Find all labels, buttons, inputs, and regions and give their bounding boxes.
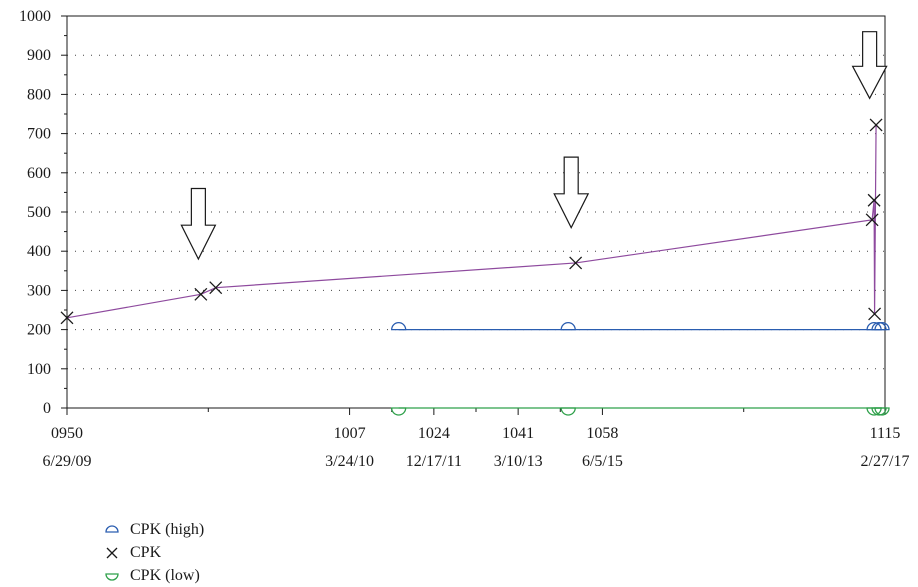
- legend-item-cpk-high: CPK (high): [102, 518, 204, 541]
- cpk-point: [60, 311, 74, 325]
- down-arrow-annotation: [180, 187, 217, 261]
- y-tick-label: 500: [27, 204, 51, 221]
- grid-lines: [67, 54, 885, 370]
- cpk-chart: 0 100 200 300 400 500 600 700 800 900 1000 0950 6/29…: [19, 8, 909, 470]
- cpk-point: [569, 256, 583, 270]
- legend-item-cpk: CPK: [102, 541, 204, 564]
- cpk-point: [867, 193, 881, 207]
- legend-label: CPK (high): [130, 520, 205, 538]
- x-tick-label: 0950: [51, 425, 83, 442]
- cpk-high-point: [874, 321, 890, 331]
- cpk-low-point: [391, 407, 407, 416]
- cpk-point: [194, 287, 208, 301]
- y-tick-label: 400: [27, 243, 51, 260]
- half-circle-top-icon: [105, 524, 119, 533]
- axes: [61, 15, 886, 415]
- x-tick-date-label: 3/10/13: [494, 453, 543, 470]
- y-tick-label: 0: [43, 400, 51, 417]
- legend-label: CPK: [130, 543, 162, 561]
- cpk-high-point: [391, 321, 407, 331]
- half-circle-bottom-icon: [105, 572, 119, 581]
- cpk-point: [868, 307, 882, 321]
- x-tick-date-label: 3/24/10: [325, 453, 374, 470]
- y-tick-label: 100: [27, 361, 51, 378]
- legend: CPK (high) CPK CPK (low): [102, 518, 204, 587]
- x-tick-label: 1041: [502, 425, 534, 442]
- down-arrow-annotation: [851, 31, 888, 100]
- cpk-point: [865, 213, 879, 227]
- down-arrow-annotation: [553, 156, 590, 230]
- cpk-low-point: [874, 407, 890, 416]
- cpk-low-point: [560, 407, 576, 416]
- cpk-high-point: [560, 321, 576, 331]
- y-tick-label: 900: [27, 47, 51, 64]
- x-tick-date-label: 12/17/11: [406, 453, 462, 470]
- x-tick-label: 1007: [334, 425, 366, 442]
- legend-item-cpk-low: CPK (low): [102, 564, 204, 587]
- x-tick-date-label: 6/29/09: [43, 453, 92, 470]
- y-tick-label: 600: [27, 165, 51, 182]
- legend-label: CPK (low): [130, 566, 200, 584]
- y-tick-label: 1000: [19, 8, 51, 25]
- x-tick-label: 1115: [870, 425, 901, 442]
- cpk-point: [209, 281, 223, 295]
- x-marker-icon: [106, 547, 118, 558]
- x-tick-label: 1024: [418, 425, 450, 442]
- markers: [60, 118, 890, 416]
- y-tick-label: 200: [27, 322, 51, 339]
- annotations: [180, 31, 888, 261]
- y-tick-label: 800: [27, 86, 51, 103]
- cpk-series-line: [66, 124, 877, 319]
- y-tick-label: 300: [27, 282, 51, 299]
- x-tick-date-label: 2/27/17: [861, 453, 910, 470]
- x-tick-date-label: 6/5/15: [582, 453, 623, 470]
- cpk-point: [869, 118, 883, 132]
- x-tick-label: 1058: [586, 425, 618, 442]
- y-tick-label: 700: [27, 126, 51, 143]
- tick-labels: 0 100 200 300 400 500 600 700 800 900 1000 0950 6/29…: [19, 8, 909, 470]
- cpk-line: [66, 124, 877, 319]
